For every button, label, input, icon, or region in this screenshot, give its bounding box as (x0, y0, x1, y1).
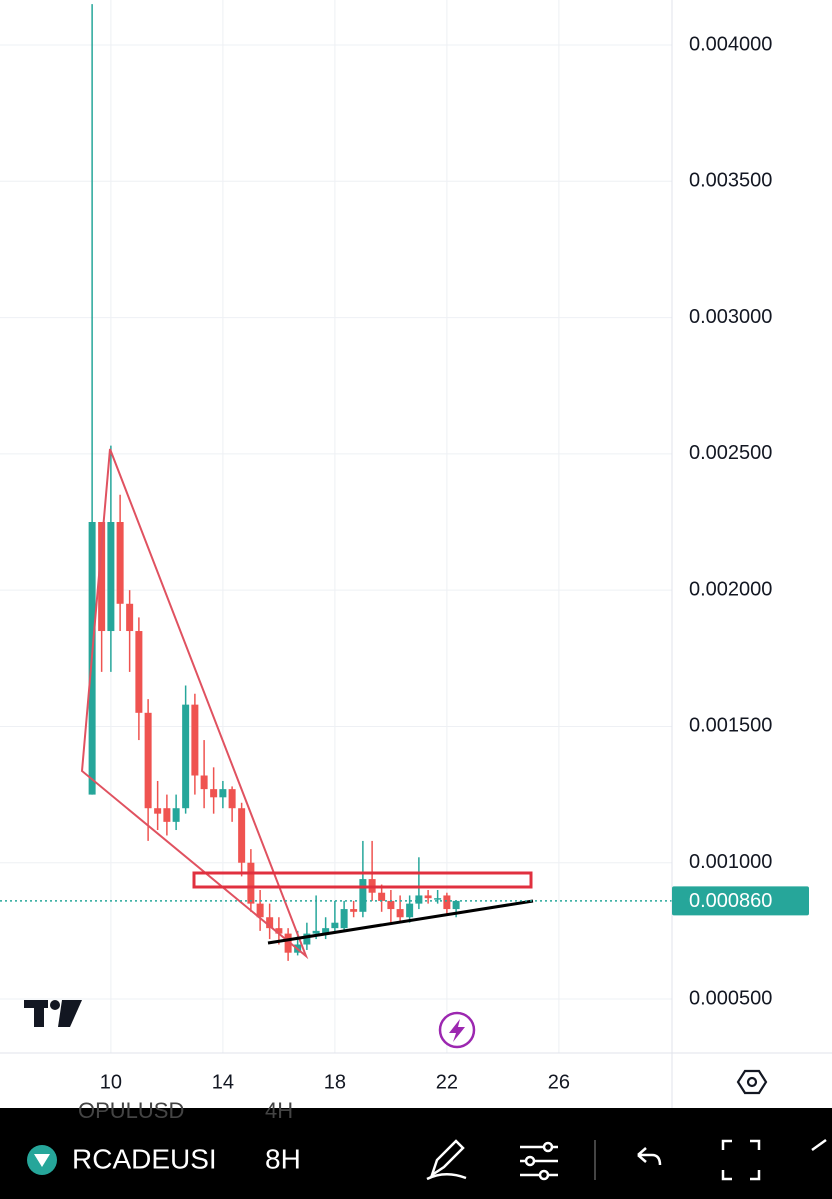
candle-body (182, 704, 190, 809)
candle-body (154, 808, 162, 814)
x-tick-label: 18 (324, 1071, 346, 1093)
grid (0, 0, 672, 1053)
interval[interactable]: 8H (265, 1143, 301, 1174)
candle-body (322, 928, 330, 934)
resistance-box (192, 871, 533, 889)
y-tick-label: 0.002500 (689, 442, 772, 464)
ghost-symbol: OPULUSD (78, 1098, 184, 1123)
toolbar (0, 1108, 832, 1199)
drawings (80, 448, 534, 960)
draw-tool[interactable] (426, 1139, 467, 1181)
candle-body (396, 909, 404, 918)
candle-body (144, 712, 152, 809)
symbol-fade (232, 1140, 240, 1180)
y-tick-label: 0.004000 (689, 33, 772, 55)
candle-body (172, 808, 180, 822)
red-triangle (80, 448, 309, 960)
y-tick-label: 0.001500 (689, 715, 772, 737)
candle-body (256, 903, 264, 918)
candle-body (340, 909, 348, 929)
undo-button[interactable] (637, 1147, 662, 1166)
candle-body (116, 522, 124, 604)
candle-body (284, 933, 292, 953)
candle-body (331, 922, 339, 929)
candle-body (424, 895, 432, 899)
candle-body (359, 879, 367, 912)
y-tick-label: 0.002000 (689, 578, 772, 600)
candle-body (191, 704, 199, 776)
candle-body (266, 917, 274, 929)
candle-body (135, 631, 143, 713)
candle-body (434, 898, 442, 900)
candle-body (219, 789, 227, 798)
candle-body (238, 808, 246, 863)
candle-body (228, 789, 236, 809)
ghost-interval: 4H (265, 1098, 293, 1123)
x-tick-label: 26 (548, 1071, 570, 1093)
x-tick-label: 22 (436, 1071, 458, 1093)
x-tick-label: 14 (212, 1071, 234, 1093)
candle-body (107, 522, 115, 632)
settings-button[interactable] (736, 1069, 768, 1095)
tradingview-logo (24, 1000, 82, 1027)
candle-body (387, 900, 395, 910)
indicators-tool[interactable] (520, 1141, 558, 1181)
support-line (267, 899, 534, 945)
candle-body (163, 808, 171, 822)
x-tick-label: 10 (100, 1071, 122, 1093)
candle-body (415, 895, 423, 904)
candle-body (98, 522, 106, 632)
symbol[interactable]: RCADEUSI (72, 1143, 217, 1174)
more-button[interactable] (811, 1138, 827, 1152)
y-tick-label: 0.000500 (689, 987, 772, 1009)
lightning-button[interactable] (438, 1011, 476, 1049)
current-price-label: 0.000860 (672, 886, 809, 916)
fullscreen-button[interactable] (721, 1139, 761, 1181)
candle-body (303, 933, 311, 945)
candle-body (452, 900, 460, 910)
candle-body (200, 775, 208, 790)
current-price-text: 0.000860 (689, 890, 772, 912)
candle-body (210, 789, 218, 798)
candle-body (247, 862, 255, 904)
candle-body (443, 895, 451, 910)
candle-body (126, 603, 134, 632)
candle-body (406, 903, 414, 918)
y-tick-label: 0.003500 (689, 170, 772, 192)
symbol-icon (27, 1145, 57, 1175)
candle-body (350, 909, 358, 912)
candle-body (378, 892, 386, 901)
candle-body (312, 930, 320, 934)
y-tick-label: 0.003000 (689, 306, 772, 328)
candle-body (275, 928, 283, 934)
y-tick-label: 0.001000 (689, 851, 772, 873)
